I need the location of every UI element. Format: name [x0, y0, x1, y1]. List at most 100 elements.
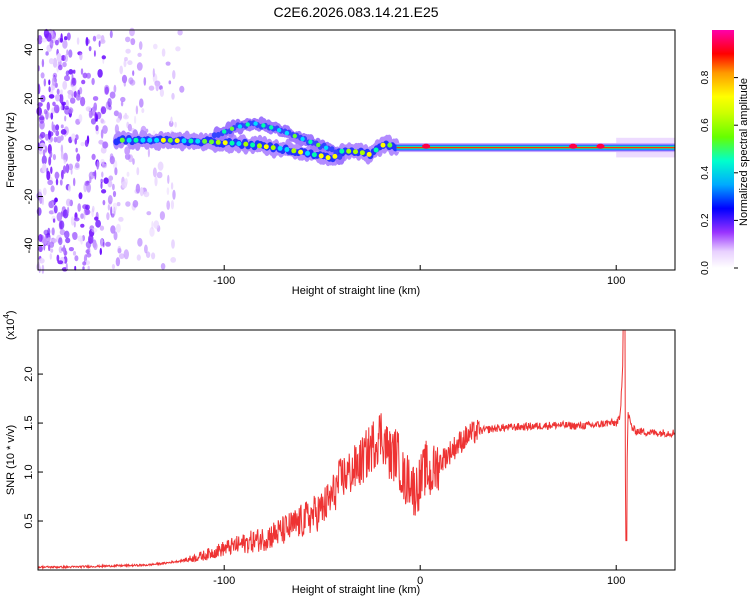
- spectrogram-noise-blob: [128, 77, 134, 85]
- spectrogram-ridge-peak: [339, 148, 345, 154]
- spectrogram-ridge-peak: [253, 121, 258, 126]
- spectrogram-noise-blob: [109, 91, 116, 99]
- spectrogram-noise-blob: [56, 52, 62, 62]
- spectrogram-noise-blob: [101, 55, 107, 60]
- spectrogram-noise-blob: [65, 70, 70, 76]
- spectrogram-noise-blob: [65, 99, 69, 108]
- spectrogram-noise-blob: [117, 248, 122, 254]
- spectrogram-noise-blob: [51, 121, 54, 131]
- spectrogram-noise-blob: [168, 120, 174, 127]
- spectrogram-ridge-peak: [181, 138, 187, 144]
- spectrogram-noise-blob: [43, 109, 48, 115]
- spectrogram-noise-blob: [38, 245, 43, 253]
- spectrogram-noise-blob: [85, 106, 92, 112]
- spectrogram-noise-blob: [123, 60, 127, 68]
- snr-x-tick-label: 0: [417, 575, 423, 587]
- spectrogram-noise-blob: [124, 57, 128, 62]
- spectrogram-ridge-core: [211, 132, 217, 139]
- spectrogram-x-tick-label: 100: [607, 275, 625, 287]
- spectrogram-noise-blob: [174, 121, 177, 128]
- spectrogram-noise-blob: [51, 238, 57, 243]
- spectrogram-noise-blob: [73, 217, 80, 222]
- spectrogram-noise-blob: [116, 117, 121, 123]
- spectrogram-noise-blob: [87, 265, 90, 271]
- spectrogram-noise-blob: [73, 221, 76, 228]
- spectrogram-ridge-peak: [300, 136, 305, 142]
- spectrogram-noise-blob: [63, 244, 66, 254]
- spectrogram-noise-blob: [38, 258, 45, 264]
- spectrogram-noise-blob: [48, 86, 51, 93]
- spectrogram-noise-blob: [76, 37, 80, 45]
- spectrogram-noise-blob: [134, 115, 137, 124]
- spectrogram-noise-blob: [170, 116, 173, 124]
- spectrogram-noise-blob: [55, 130, 60, 137]
- spectrogram-noise-blob: [108, 175, 114, 181]
- spectrogram-noise-blob: [166, 200, 170, 210]
- spectrogram-noise-blob: [58, 237, 63, 246]
- spectrogram-noise-blob: [171, 239, 175, 249]
- spectrogram-noise-blob: [72, 69, 76, 74]
- spectrogram-x-label: Height of straight line (km): [292, 285, 420, 297]
- snr-y-ticks: 0.5 1.0 1.5 2.0: [23, 366, 43, 529]
- spectrogram-noise-blob: [52, 101, 56, 107]
- spectrogram-noise-blob: [85, 36, 89, 47]
- spectrogram-noise-blob: [53, 205, 58, 214]
- spectrogram-noise-blob: [70, 97, 76, 104]
- spectrogram-noise-blob: [60, 129, 67, 135]
- spectrogram-noise-blob: [157, 161, 164, 171]
- spectrogram-noise-blob: [139, 187, 144, 197]
- colorbar-tick-label: 0.2: [700, 213, 711, 227]
- spectrogram-noise-blob: [155, 81, 159, 92]
- spectrogram-noise-blob: [50, 112, 54, 120]
- spectrogram-noise-blob: [40, 131, 46, 139]
- spectrogram-noise-blob: [107, 195, 113, 205]
- spectrogram-ridge-peak: [174, 138, 180, 144]
- spectrogram-noise-blob: [91, 77, 95, 86]
- spectrogram-noise-blob: [112, 183, 115, 191]
- spectrogram-noise-blob: [50, 248, 54, 253]
- spectrogram-noise-blob: [45, 51, 49, 56]
- spectrogram-noise-blob: [51, 76, 57, 86]
- spectrogram-ridge-peak: [147, 137, 153, 143]
- spectrogram-ridge-peak: [229, 126, 235, 131]
- spectrogram-noise-blob: [87, 245, 91, 252]
- spectrogram-noise-blob: [55, 178, 59, 186]
- spectrogram-ridge-peak: [366, 151, 372, 157]
- spectrogram-noise-blob: [80, 237, 83, 245]
- spectrogram-noise-blob: [95, 124, 99, 132]
- spectrogram-noise-blob: [91, 228, 98, 233]
- spectrogram-noise-blob: [114, 167, 118, 176]
- spectrogram-noise-blob: [99, 225, 105, 231]
- spectrogram-noise-blob: [53, 136, 58, 143]
- spectrogram-noise-blob: [171, 92, 175, 100]
- spectrogram-noise-blob: [170, 182, 174, 190]
- spectrogram-noise-blob: [113, 231, 118, 241]
- spectrogram-noise-blob: [60, 124, 64, 129]
- spectrogram-noise-blob: [127, 123, 132, 132]
- spectrogram-ridge-peak: [245, 122, 250, 127]
- spectrogram-ridge-layer: [112, 116, 675, 167]
- spectrogram-noise-blob: [65, 163, 70, 174]
- spectrogram-noise-blob: [43, 78, 46, 87]
- spectrogram-noise-blob: [132, 70, 135, 76]
- spectrogram-noise-blob: [75, 94, 81, 101]
- spectrogram-noise-blob: [45, 133, 49, 141]
- spectrogram-noise-blob: [112, 202, 118, 212]
- spectrogram-noise-blob: [85, 204, 90, 210]
- spectrogram-noise-blob: [126, 171, 130, 177]
- spectrogram-noise-blob: [132, 158, 135, 165]
- spectrogram-noise-blob: [107, 97, 112, 108]
- spectrogram-noise-blob: [100, 35, 105, 43]
- spectrogram-noise-blob: [119, 65, 123, 75]
- spectrogram-ridge-peak: [250, 142, 256, 148]
- spectrogram-noise-blob: [153, 220, 160, 229]
- spectrogram-noise-blob: [143, 191, 150, 198]
- spectrogram-noise-blob: [122, 114, 129, 120]
- spectrogram-noise-blob: [72, 232, 78, 240]
- spectrogram-noise-blob: [80, 142, 85, 147]
- spectrogram-noise-blob: [156, 171, 163, 179]
- colorbar-gradient: [712, 30, 734, 268]
- spectrogram-band-hotspot: [596, 143, 605, 149]
- spectrogram-noise-blob: [37, 102, 43, 107]
- spectrogram-noise-blob: [37, 261, 41, 270]
